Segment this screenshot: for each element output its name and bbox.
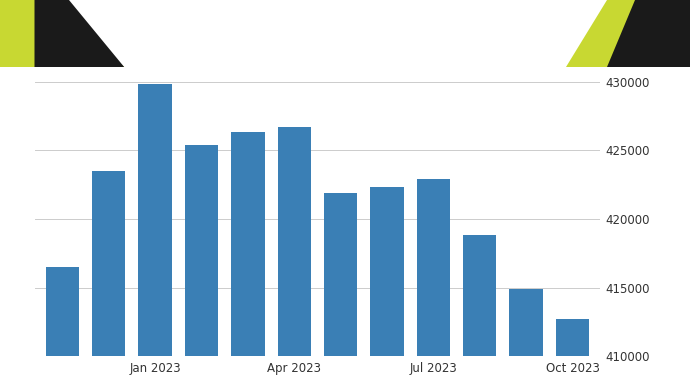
Bar <box>509 289 543 383</box>
Polygon shape <box>607 0 690 67</box>
Bar <box>139 84 172 383</box>
Bar <box>463 235 496 383</box>
Polygon shape <box>0 0 124 67</box>
Bar <box>417 179 450 383</box>
Bar <box>231 133 264 383</box>
Bar <box>92 171 126 383</box>
Bar <box>371 187 404 383</box>
Text: Markets: Markets <box>366 43 435 58</box>
Polygon shape <box>566 0 690 67</box>
Bar <box>185 145 218 383</box>
Text: Ultima: Ultima <box>372 16 428 31</box>
Bar <box>46 267 79 383</box>
Bar <box>277 127 311 383</box>
Bar <box>324 193 357 383</box>
Polygon shape <box>34 0 124 67</box>
Bar <box>555 319 589 383</box>
